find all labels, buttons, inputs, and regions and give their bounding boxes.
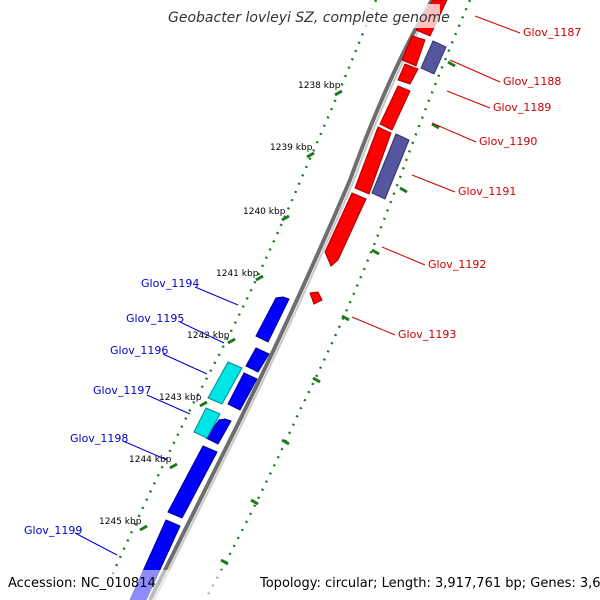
gene-glov-1191[interactable] [354,126,392,195]
forward-leader-lines [351,15,521,336]
feature-cyan-1196[interactable] [207,361,243,405]
scale-label-1243: 1243 kbp [159,393,202,403]
accession-text: Accession: NC_010814 [8,576,156,591]
label-glov-1194: Glov_1194 [141,277,199,290]
scale-label-1245: 1245 kbp [99,517,142,527]
gene-glov-1196[interactable] [227,372,258,411]
label-glov-1198: Glov_1198 [70,432,128,445]
gene-glov-1193[interactable] [309,291,323,305]
reverse-gene-labels: Glov_1194 Glov_1195 Glov_1196 Glov_1197 … [24,277,199,537]
label-glov-1189: Glov_1189 [493,101,551,114]
map-title: Geobacter lovleyi SZ, complete genome [168,10,450,26]
forward-gene-labels: Glov_1187 Glov_1188 Glov_1189 Glov_1190 … [398,26,581,341]
label-glov-1192: Glov_1192 [428,258,486,271]
reverse-leader-lines [74,286,239,556]
topology-text: Topology: circular; Length: 3,917,761 bp… [259,576,600,591]
gene-glov-1198[interactable] [167,445,218,519]
gene-glov-1192[interactable] [324,192,367,267]
label-glov-1187: Glov_1187 [523,26,581,39]
cyan-features [193,361,243,439]
inner-major-ticks [139,89,343,532]
label-glov-1188: Glov_1188 [503,75,561,88]
feature-purple-1191[interactable] [371,133,410,200]
title-backdrop [160,4,440,28]
feature-cyan-1197[interactable] [193,407,221,439]
label-glov-1199: Glov_1199 [24,524,82,537]
scale-label-1241: 1241 kbp [216,269,259,279]
gene-glov-1194[interactable] [255,296,290,343]
label-glov-1196: Glov_1196 [110,344,168,357]
gene-glov-1188[interactable] [401,35,426,67]
purple-features [371,40,447,200]
scale-label-1239: 1239 kbp [270,143,313,153]
feature-purple-1188[interactable] [420,40,447,75]
scale-label-1240: 1240 kbp [243,207,286,217]
label-glov-1193: Glov_1193 [398,328,456,341]
label-glov-1195: Glov_1195 [126,312,184,325]
scale-label-1238: 1238 kbp [298,81,341,91]
forward-gene-blocks [309,0,448,305]
label-glov-1191: Glov_1191 [458,185,516,198]
reverse-gene-blocks [129,296,290,600]
label-glov-1190: Glov_1190 [479,135,537,148]
genome-backbone [148,0,434,600]
genome-backbone-highlight [153,0,437,600]
gene-glov-1195[interactable] [245,347,270,373]
scale-label-1244: 1244 kbp [129,455,172,465]
outer-major-ticks [220,60,456,566]
gene-glov-1197[interactable] [205,418,232,445]
outer-tick-ring [203,0,472,600]
gene-glov-1190[interactable] [379,85,411,131]
gene-glov-1189[interactable] [397,63,419,85]
footer-backdrop [0,570,600,600]
label-glov-1197: Glov_1197 [93,384,151,397]
